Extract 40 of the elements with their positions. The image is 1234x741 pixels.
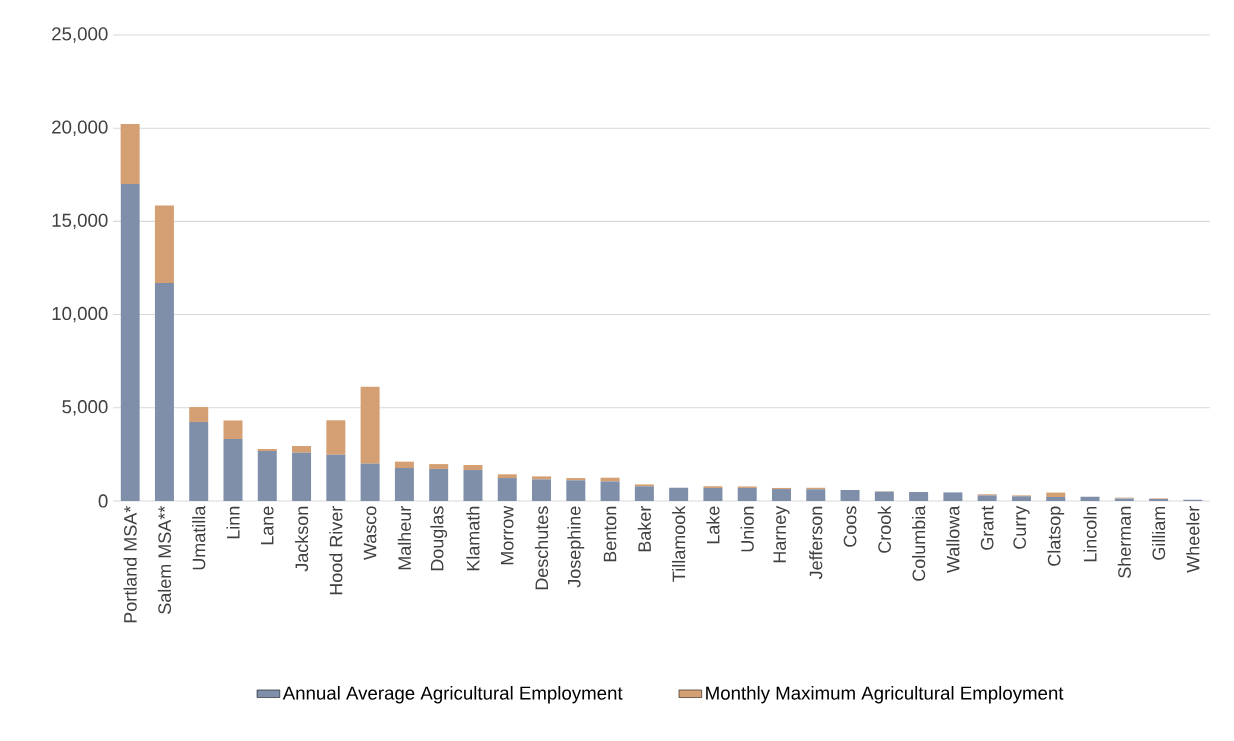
x-tick-label: Gilliam — [1151, 506, 1166, 560]
x-tick-label: Clatsop — [1047, 506, 1065, 566]
legend-label: Monthly Maximum Agricultural Employment — [706, 685, 1064, 704]
x-tick-label: Malheur — [397, 506, 411, 570]
x-tick-label: Umatilla — [192, 505, 206, 570]
x-tick-label: Curry — [1013, 505, 1030, 549]
x-tick-label: Salem MSA** — [157, 506, 172, 614]
x-tick-label: Klamath — [466, 506, 480, 571]
x-tick-label: Sherman — [1117, 506, 1131, 578]
x-tick-label: Crook — [877, 505, 891, 553]
x-tick-label: Benton — [603, 506, 617, 562]
x-tick-label: Baker — [637, 506, 651, 552]
x-tick-label: Harney — [773, 505, 790, 563]
y-tick-label: 10,000 — [52, 306, 108, 323]
x-tick-label: Wheeler — [1186, 506, 1200, 573]
x-tick-label: Columbia — [912, 505, 926, 581]
x-tick-label: Josephine — [567, 506, 585, 588]
x-tick-label: Lincoln — [1083, 506, 1097, 562]
x-tick-label: Hood River — [329, 506, 343, 595]
x-tick-label: Deschutes — [534, 506, 549, 590]
x-tick-label: Union — [740, 506, 754, 552]
x-tick-label: Jefferson — [809, 506, 823, 580]
y-tick-label: 0 — [98, 494, 108, 508]
x-tick-label: Lane — [261, 506, 274, 545]
x-tick-label: Coos — [843, 506, 857, 547]
x-tick-label: Lake — [706, 506, 720, 544]
y-tick-label: 25,000 — [52, 27, 108, 43]
legend-label: Annual Average Agricultural Employment — [282, 685, 623, 704]
y-tick-label: 20,000 — [52, 120, 108, 136]
x-tick-label: Wallowa — [946, 505, 960, 573]
x-tick-label: Grant — [980, 505, 994, 550]
x-tick-label: Douglas — [430, 506, 448, 571]
x-tick-label: Linn — [226, 506, 240, 539]
y-tick-label: 15,000 — [52, 213, 108, 230]
x-tick-label: Portland MSA* — [123, 506, 137, 623]
y-tick-label: 5,000 — [62, 400, 108, 416]
x-tick-label: Wasco — [363, 506, 377, 560]
x-tick-label: Jackson — [294, 506, 309, 572]
x-tick-label: Morrow — [500, 505, 514, 565]
x-tick-label: Tillamook — [672, 505, 686, 582]
